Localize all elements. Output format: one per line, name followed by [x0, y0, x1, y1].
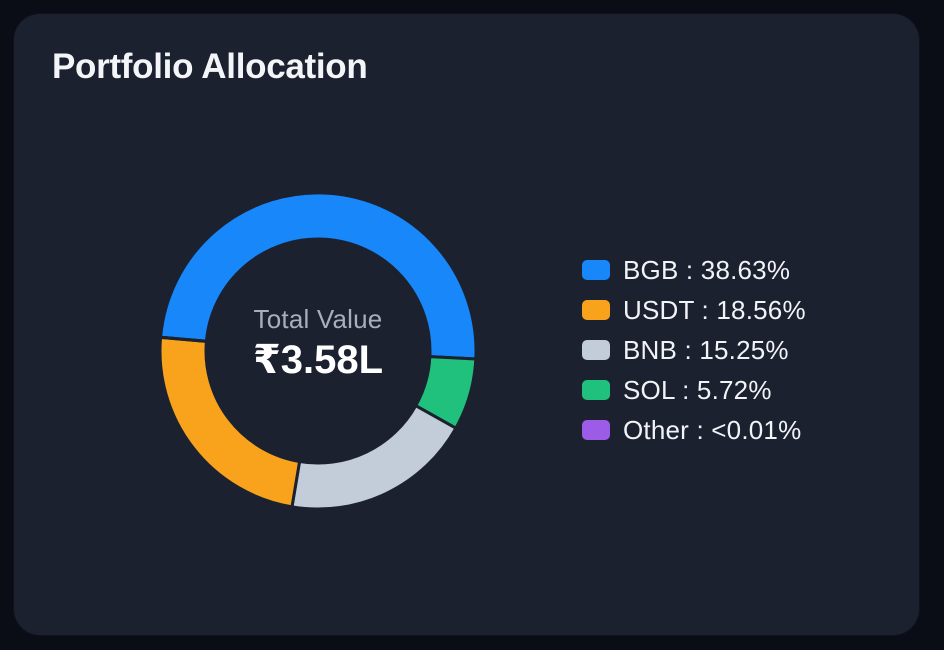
- portfolio-allocation-card: Portfolio Allocation Total Value ₹3.58L …: [14, 14, 919, 635]
- donut-segment-bgb[interactable]: [159, 191, 478, 361]
- legend-swatch-bgb: [582, 260, 610, 280]
- legend-swatch-bnb: [582, 340, 610, 360]
- legend-item-bgb[interactable]: BGB : 38.63%: [582, 250, 806, 290]
- legend-item-usdt[interactable]: USDT : 18.56%: [582, 290, 806, 330]
- legend-label-other: Other : <0.01%: [623, 415, 802, 445]
- donut-segment-usdt[interactable]: [158, 335, 302, 509]
- donut-segment-bnb[interactable]: [290, 404, 458, 511]
- legend-label-bnb: BNB : 15.25%: [623, 335, 789, 365]
- legend-swatch-other: [582, 420, 610, 440]
- legend-swatch-sol: [582, 380, 610, 400]
- legend-item-bnb[interactable]: BNB : 15.25%: [582, 330, 806, 370]
- chart-legend: BGB : 38.63% USDT : 18.56% BNB : 15.25% …: [582, 250, 806, 450]
- legend-item-sol[interactable]: SOL : 5.72%: [582, 370, 806, 410]
- legend-label-usdt: USDT : 18.56%: [623, 295, 806, 325]
- donut-chart-area: Total Value ₹3.58L: [144, 177, 492, 525]
- donut-chart[interactable]: [144, 177, 492, 525]
- legend-swatch-usdt: [582, 300, 610, 320]
- donut-segment-other[interactable]: [159, 335, 208, 343]
- legend-label-sol: SOL : 5.72%: [623, 375, 772, 405]
- card-title: Portfolio Allocation: [52, 47, 368, 86]
- legend-label-bgb: BGB : 38.63%: [623, 255, 791, 285]
- legend-item-other[interactable]: Other : <0.01%: [582, 410, 806, 450]
